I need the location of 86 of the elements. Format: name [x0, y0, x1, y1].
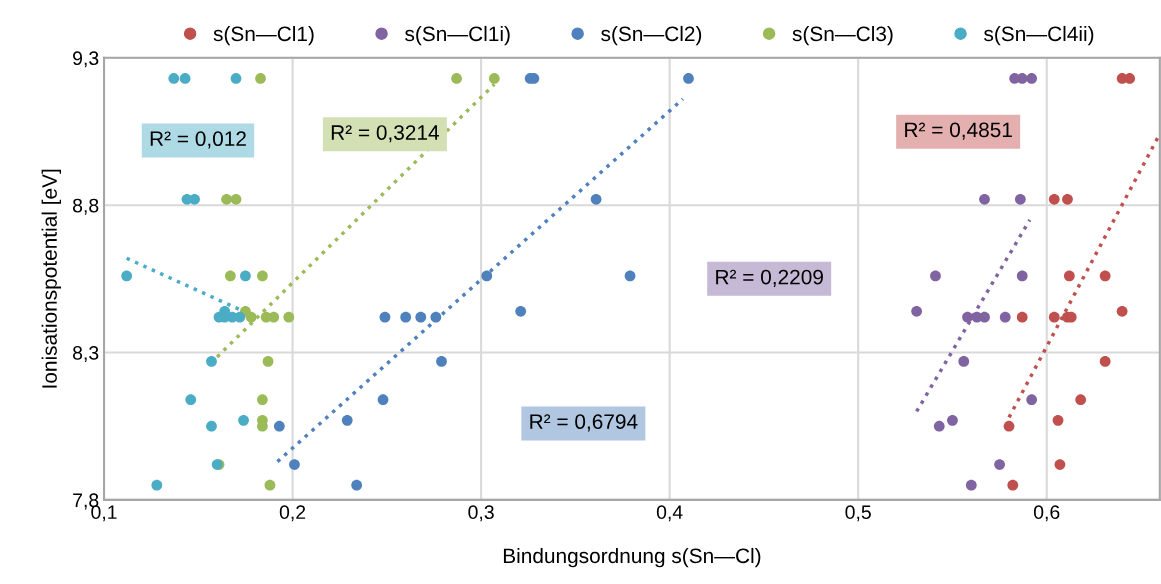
point [179, 73, 191, 84]
point [965, 479, 977, 491]
point [341, 414, 353, 426]
y-tick-label: 9,3 [73, 51, 99, 68]
point [979, 193, 990, 205]
legend-label: s(Sn—Cl4ii) [984, 25, 1094, 46]
point [168, 73, 180, 84]
point [283, 311, 295, 323]
point [255, 73, 266, 84]
point [185, 394, 197, 406]
point [1026, 73, 1038, 84]
point [221, 193, 232, 205]
point [264, 479, 276, 491]
point [624, 270, 636, 282]
point [257, 394, 268, 406]
point [1048, 311, 1060, 323]
point [1099, 356, 1111, 367]
point [451, 73, 462, 84]
point [230, 193, 242, 205]
point [911, 305, 922, 317]
point [488, 73, 500, 84]
point [289, 459, 300, 470]
x-tick-label: 0,3 [468, 505, 494, 522]
x-tick-label: 0,6 [1033, 505, 1060, 522]
legend-label: s(Sn—Cl2) [601, 25, 702, 46]
point [962, 311, 973, 323]
point [1026, 394, 1038, 406]
point [436, 356, 447, 367]
point [979, 311, 990, 323]
point [1016, 311, 1028, 323]
point [121, 270, 133, 282]
legend-label: s(Sn—Cl1i) [405, 25, 510, 46]
point [262, 356, 274, 367]
point [206, 420, 217, 432]
x-tick-label: 0,2 [279, 505, 306, 522]
point [206, 356, 217, 367]
point [1116, 305, 1128, 317]
point [400, 311, 412, 323]
point [999, 311, 1011, 323]
point [1054, 459, 1066, 470]
point [245, 311, 257, 323]
point [947, 414, 958, 426]
x-tick-label: 0,5 [845, 505, 871, 522]
point [1016, 270, 1028, 282]
point [415, 311, 427, 323]
point [958, 356, 970, 367]
point [257, 270, 268, 282]
point [930, 270, 941, 282]
point [377, 394, 389, 406]
point [590, 193, 602, 205]
legend-label: s(Sn—Cl3) [792, 25, 893, 46]
point [189, 193, 200, 205]
point [683, 73, 694, 84]
point [273, 420, 285, 432]
point [1014, 193, 1026, 205]
y-tick-label: 8,3 [72, 346, 99, 363]
point [430, 311, 442, 323]
annotation: R² = 0,3214 [331, 125, 439, 143]
annotation: R² = 0,2209 [716, 269, 823, 287]
point [151, 479, 163, 491]
legend-label: s(Sn—Cl1) [213, 25, 314, 46]
x-axis-title: Bindungsordnung s(Sn—Cl) [503, 547, 761, 568]
point [481, 270, 493, 282]
point [224, 270, 236, 282]
annotation: R² = 0,4851 [905, 122, 1012, 140]
annotation: R² = 0,6794 [530, 414, 638, 432]
point [230, 73, 242, 84]
y-tick-label: 8,8 [72, 198, 99, 215]
point [515, 305, 527, 317]
point [1062, 193, 1073, 205]
point [1003, 420, 1015, 432]
point [1099, 270, 1111, 282]
point [994, 459, 1005, 470]
point [238, 414, 249, 426]
point [351, 479, 363, 491]
point [933, 420, 945, 432]
annotation: R² = 0,012 [150, 131, 246, 149]
y-axis-title: Ionisationspotential [eV] [41, 169, 62, 388]
point [1075, 394, 1087, 406]
point [1048, 193, 1060, 205]
point [1063, 270, 1075, 282]
point [1007, 479, 1019, 491]
point [379, 311, 391, 323]
point [240, 270, 251, 282]
x-tick-label: 0,4 [656, 505, 683, 522]
point [1052, 414, 1064, 426]
